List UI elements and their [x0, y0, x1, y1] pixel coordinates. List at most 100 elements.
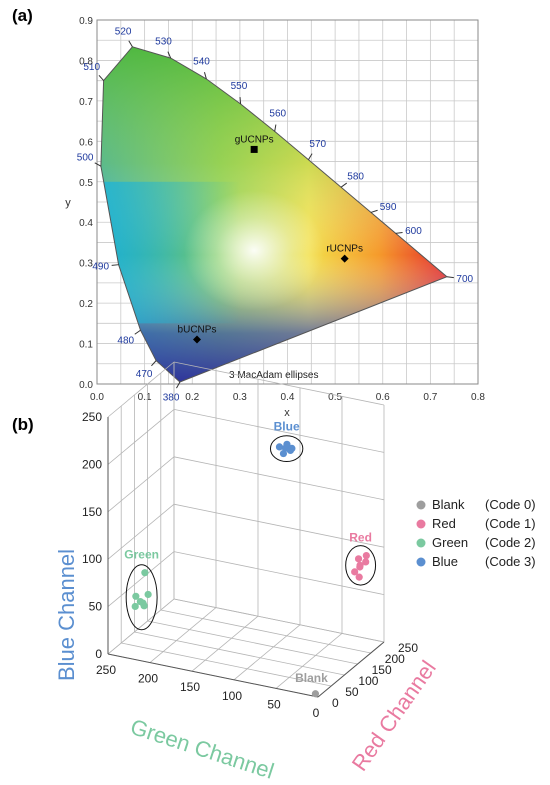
grid-line [107, 598, 175, 655]
x-tick-label: 0.3 [233, 392, 247, 403]
wavelength-tick [111, 264, 119, 266]
grid-line [107, 361, 175, 418]
data-point [354, 555, 363, 563]
y-tick-label: 0.9 [79, 16, 93, 27]
grid-line [107, 456, 175, 513]
axis-line [107, 653, 319, 698]
blue-tick-label: 0 [95, 647, 102, 661]
cluster-ring [125, 564, 158, 631]
grid-line [147, 620, 358, 665]
blue-tick-label: 50 [89, 600, 103, 614]
data-point [283, 440, 291, 448]
x-tick-label: 0.1 [138, 392, 152, 403]
data-point [139, 599, 147, 607]
grid-line [107, 503, 175, 560]
legend-name: Blue [432, 554, 458, 569]
legend-code: (Code 3) [485, 554, 536, 569]
legend-marker [416, 519, 426, 529]
red-tick-label: 200 [385, 652, 405, 666]
sample-point-label: gUCNPs [235, 134, 274, 145]
green-tick-label: 50 [267, 697, 281, 711]
sample-point [250, 145, 258, 153]
rgb-3d-box [107, 361, 385, 698]
red-tick-label: 250 [398, 641, 418, 655]
cluster-label: Blue [274, 419, 300, 433]
cluster-ring [269, 435, 304, 463]
y-tick-label: 0.3 [79, 259, 93, 270]
wavelength-tick [176, 381, 181, 389]
wavelength-label: 520 [115, 26, 132, 37]
cie-points: gUCNPs rUCNPs bUCNPs [178, 134, 363, 344]
cluster-label: Blank [295, 671, 328, 685]
cie-axes: 0.0 0.1 0.2 0.3 0.4 0.5 0.6 0.7 0.8 0.0 0.1 0.2 0.3 0… [79, 16, 485, 403]
legend-name: Red [432, 516, 456, 531]
wavelength-label: 550 [231, 81, 248, 92]
wavelength-label: 540 [193, 57, 210, 68]
legend-code: (Code 1) [485, 516, 536, 531]
wavelength-label: 470 [136, 369, 153, 380]
green-tick-label: 0 [313, 706, 320, 720]
grid-line [107, 551, 175, 607]
y-tick-label: 0.8 [79, 56, 93, 67]
data-point [356, 561, 364, 569]
wavelength-tick [151, 360, 157, 367]
grid-line [160, 609, 371, 654]
grid-line [173, 456, 385, 501]
wavelength-tick [370, 209, 378, 213]
grid-line [149, 607, 217, 663]
data-point [288, 444, 296, 452]
rgb-tick-labels: 0005050501001001001501501502002002002502… [82, 410, 418, 720]
wavelength-tick [134, 329, 141, 335]
sample-point [340, 254, 349, 263]
blue-tick-label: 100 [82, 552, 102, 566]
data-point [131, 602, 139, 611]
wavelength-label: 380 [163, 393, 180, 404]
wavelength-tick [128, 40, 133, 48]
data-point [351, 568, 359, 576]
cie-y-axis-title: y [65, 197, 71, 209]
y-tick-label: 0.6 [79, 137, 93, 148]
wavelength-label: 570 [309, 139, 326, 150]
cluster-label: Red [349, 531, 372, 545]
legend-code: (Code 2) [485, 535, 536, 550]
rgb-points [125, 435, 377, 698]
wavelength-label: 510 [83, 62, 100, 73]
green-channel-axis-title: Green Channel [127, 714, 277, 784]
cie-x-axis-title: x [284, 407, 290, 419]
x-tick-label: 0.4 [281, 392, 295, 403]
data-point [362, 551, 370, 560]
wavelength-label: 490 [92, 262, 109, 273]
x-tick-label: 0.2 [185, 392, 199, 403]
cluster-label: Green [124, 548, 159, 562]
wavelength-label: 560 [269, 109, 286, 120]
green-tick-label: 200 [138, 672, 158, 686]
cie-chromaticity-chart: 380 470 480 490 500 510 520 530 540 550 560 570 580 5… [65, 16, 485, 419]
wavelength-tick [395, 232, 403, 234]
y-tick-label: 0.2 [79, 299, 93, 310]
wavelength-label: 500 [77, 153, 94, 164]
green-tick-label: 150 [180, 680, 200, 694]
grid-line [275, 633, 343, 689]
legend: Blank (Code 0) Red (Code 1) Green (Code 2) Blu… [416, 497, 536, 569]
blue-channel-axis-title: Blue Channel [54, 549, 79, 681]
legend-name: Blank [432, 497, 465, 512]
red-tick-label: 50 [345, 685, 359, 699]
grid-line [233, 624, 301, 681]
data-point [311, 690, 320, 698]
data-point [132, 592, 140, 600]
red-tick-label: 100 [358, 674, 378, 688]
sample-point-label: bUCNPs [178, 325, 217, 336]
wavelength-tick [167, 51, 172, 59]
plot-frame [96, 19, 479, 385]
legend-marker [416, 538, 426, 548]
wavelength-label: 700 [456, 274, 473, 285]
rgb-cluster-labels: Blank Red Green Blue [124, 419, 372, 684]
y-tick-label: 0.1 [79, 340, 93, 351]
data-point [362, 558, 370, 566]
wavelength-tick [308, 153, 313, 160]
wavelength-tick [94, 162, 102, 167]
grid-line [173, 361, 385, 406]
wavelength-tick [446, 276, 454, 279]
blue-tick-label: 150 [82, 505, 102, 519]
